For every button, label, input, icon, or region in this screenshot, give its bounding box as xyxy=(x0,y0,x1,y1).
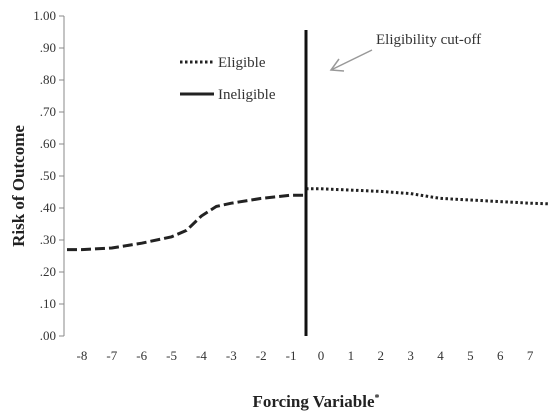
cutoff-annotation: Eligibility cut-off xyxy=(376,32,481,48)
y-tick-label: .40 xyxy=(40,200,56,215)
x-axis-ticks: -8 -7 -6 -5 -4 -3 -2 -1 0 1 2 3 4 5 6 7 xyxy=(77,348,534,363)
x-tick-label: 3 xyxy=(407,348,414,363)
x-tick-label: 0 xyxy=(318,348,325,363)
series-line-ineligible xyxy=(67,193,306,252)
series-layer xyxy=(67,187,549,252)
y-tick-label: .90 xyxy=(40,40,56,55)
x-tick-label: -6 xyxy=(136,348,147,363)
y-axis: .00 .10 .20 .30 .40 .50 .60 .70 .80 .90 1.00 xyxy=(33,8,65,343)
x-tick-label: -7 xyxy=(106,348,117,363)
x-axis-title-text: Forcing Variable xyxy=(253,392,375,411)
y-tick-label: .20 xyxy=(40,264,56,279)
legend-label-eligible: Eligible xyxy=(218,55,266,71)
x-tick-label: 7 xyxy=(527,348,534,363)
y-tick-label: .60 xyxy=(40,136,56,151)
y-tick-label: .00 xyxy=(40,328,56,343)
legend-label-ineligible: Ineligible xyxy=(218,87,276,103)
x-tick-label: -1 xyxy=(286,348,297,363)
x-tick-label: 5 xyxy=(467,348,474,363)
x-tick-label: 1 xyxy=(348,348,355,363)
y-tick-label: .30 xyxy=(40,232,56,247)
x-axis-title: Forcing Variable* xyxy=(253,392,380,411)
cutoff-arrow-head xyxy=(329,58,345,72)
x-tick-label: -8 xyxy=(77,348,88,363)
x-tick-label: -3 xyxy=(226,348,237,363)
legend: Eligible Ineligible xyxy=(180,55,276,103)
y-tick-label: .80 xyxy=(40,72,56,87)
x-tick-label: 4 xyxy=(437,348,444,363)
y-axis-title: Risk of Outcome xyxy=(9,125,28,247)
y-tick-label: .70 xyxy=(40,104,56,119)
y-tick-label: .10 xyxy=(40,296,56,311)
y-tick-label: 1.00 xyxy=(33,8,56,23)
cutoff-layer: Eligibility cut-off xyxy=(304,30,481,336)
x-tick-label: -5 xyxy=(166,348,177,363)
x-tick-label: -4 xyxy=(196,348,207,363)
series-line-eligible xyxy=(306,187,549,206)
x-axis-title-superscript: * xyxy=(375,393,380,404)
x-tick-label: 6 xyxy=(497,348,504,363)
x-tick-label: -2 xyxy=(256,348,267,363)
cutoff-arrow-shaft xyxy=(330,49,373,71)
y-tick-label: .50 xyxy=(40,168,56,183)
x-tick-label: 2 xyxy=(377,348,384,363)
